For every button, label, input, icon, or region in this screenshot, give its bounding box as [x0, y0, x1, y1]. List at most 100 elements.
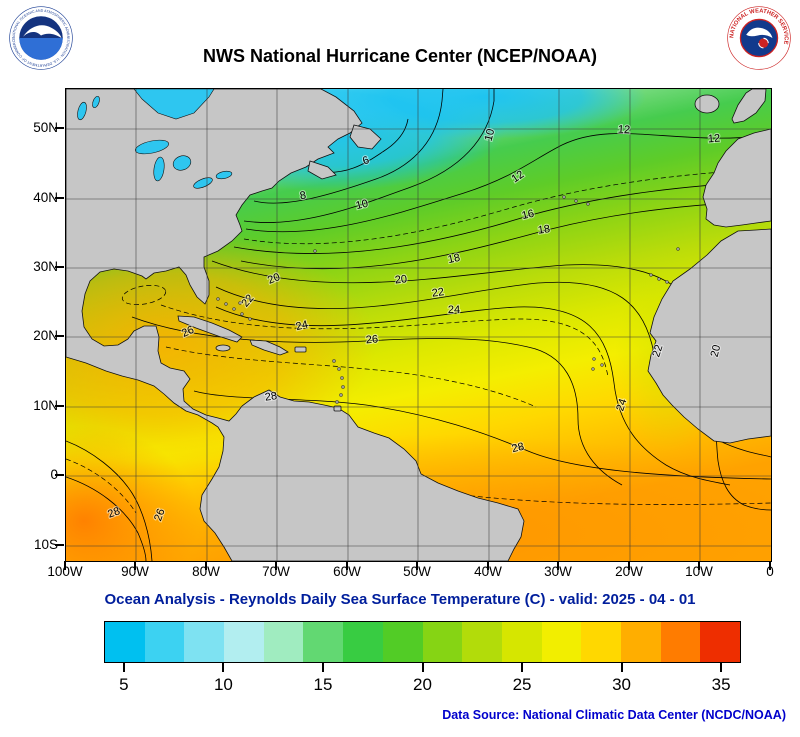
contour-label: 26 [152, 507, 167, 523]
island-cuba [177, 315, 243, 343]
lon-tick-mark [275, 561, 277, 570]
colorbar-tick-mark [122, 663, 125, 672]
land-africa [647, 228, 771, 444]
nws-inner-circle [739, 18, 779, 58]
lon-tick-mark [698, 561, 700, 570]
lat-tick-label: 20N [33, 328, 58, 343]
lon-tick-mark [769, 561, 771, 570]
lon-tick-label: 90W [121, 564, 149, 579]
nws-hurricane-icon [758, 38, 769, 48]
noaa-logo: NATIONAL OCEANIC AND ATMOSPHERIC ADMINIS… [9, 6, 73, 70]
colorbar-tick-label: 30 [612, 675, 632, 694]
colorbar-tick-label: 35 [711, 675, 731, 694]
colorbar-cell [541, 622, 582, 662]
colorbar: 5 10 15 20 25 30 35 [104, 621, 741, 705]
island-dots [216, 195, 680, 404]
lon-tick-mark [346, 561, 348, 570]
contour-label: 10 [483, 128, 498, 143]
contour-label: 20 [266, 271, 282, 287]
contour-line [445, 492, 771, 505]
contour-label: 12 [707, 132, 720, 145]
lat-tick-label: 50N [33, 120, 58, 135]
lat-tick-mark [55, 405, 64, 407]
lon-tick-label: 20W [615, 564, 643, 579]
lon-tick-mark [628, 561, 630, 570]
noaa-emblem: NATIONAL OCEANIC AND ATMOSPHERIC ADMINIS… [9, 6, 73, 70]
contour-line [160, 304, 609, 378]
lon-tick-label: 0 [766, 564, 774, 579]
lon-tick-mark [416, 561, 418, 570]
lat-tick-mark [55, 544, 64, 546]
lat-tick-mark [55, 474, 64, 476]
island-jamaica [215, 344, 231, 352]
noaa-ocean-shape [19, 38, 63, 60]
contour-line [245, 133, 771, 233]
great-lakes [77, 95, 233, 189]
hudson-bay [133, 89, 215, 120]
lon-tick-label: 10W [685, 564, 713, 579]
lat-tick-mark [55, 335, 64, 337]
colorbar-tick-mark [720, 663, 723, 672]
nws-cloud-shape [746, 27, 773, 38]
colorbar-tick-label: 25 [512, 675, 532, 694]
contour-line [121, 284, 167, 306]
colorbar-cell [343, 622, 383, 662]
colorbar-tick-mark [321, 663, 324, 672]
lat-tick-label: 30N [33, 259, 58, 274]
lon-tick-label: 70W [262, 564, 290, 579]
contour-line [243, 89, 495, 223]
lat-tick-mark [55, 266, 64, 268]
colorbar-cell [184, 622, 225, 662]
contour-label: 16 [521, 208, 536, 223]
colorbar-cell [660, 622, 701, 662]
contour-label: 24 [448, 304, 460, 316]
lat-tick-label: 0 [50, 467, 58, 482]
lat-tick-label: 10N [33, 398, 58, 413]
contour-label: 28 [106, 505, 122, 520]
colorbar-cell [382, 622, 423, 662]
colorbar-cell [700, 622, 740, 662]
page-title: NWS National Hurricane Center (NCEP/NOAA… [202, 46, 598, 66]
colorbar-tick-mark [620, 663, 623, 672]
sst-map: 6 8 10 10 12 12 12 16 18 18 20 20 20 22 22 22 24 24 24 26 26… [65, 88, 772, 562]
land-europe [702, 128, 771, 228]
lat-tick-label: 10S [33, 537, 58, 552]
nws-emblem: NATIONAL WEATHER SERVICE [727, 6, 791, 70]
colorbar-cell [620, 622, 661, 662]
colorbar-cell [581, 622, 621, 662]
contour-line [215, 306, 731, 486]
lon-tick-label: 50W [403, 564, 431, 579]
land-masses [66, 89, 771, 561]
lon-tick-label: 40W [474, 564, 502, 579]
contour-label: 18 [447, 252, 461, 266]
nws-hurricane-swirl [758, 37, 769, 49]
contour-line [253, 89, 444, 204]
colorbar-cell [144, 622, 185, 662]
contour-label: 18 [537, 223, 551, 237]
contour-label: 28 [264, 390, 278, 404]
colorbar-tick-label: 15 [313, 675, 333, 694]
island-britain [731, 89, 767, 124]
lon-tick-label: 60W [333, 564, 361, 579]
data-source: Data Source: National Climatic Data Cent… [442, 708, 786, 722]
colorbar-cell [263, 622, 304, 662]
colorbar-tick-mark [222, 663, 225, 672]
contour-label: 8 [299, 189, 307, 202]
lon-tick-label: 80W [192, 564, 220, 579]
colorbar-scale [104, 621, 741, 663]
colorbar-tick-mark [421, 663, 424, 672]
contour-line [66, 458, 137, 514]
colorbar-cell [303, 622, 344, 662]
grid-lines [66, 89, 771, 561]
contour-label: 22 [431, 286, 445, 300]
lat-tick-mark [55, 197, 64, 199]
contour-line [66, 476, 147, 561]
contour-label: 24 [295, 319, 310, 334]
lat-tick-label: 40N [33, 190, 58, 205]
lon-tick-label: 100W [47, 564, 83, 579]
land-americas [66, 89, 525, 561]
lon-tick-mark [487, 561, 489, 570]
lon-tick-mark [205, 561, 207, 570]
